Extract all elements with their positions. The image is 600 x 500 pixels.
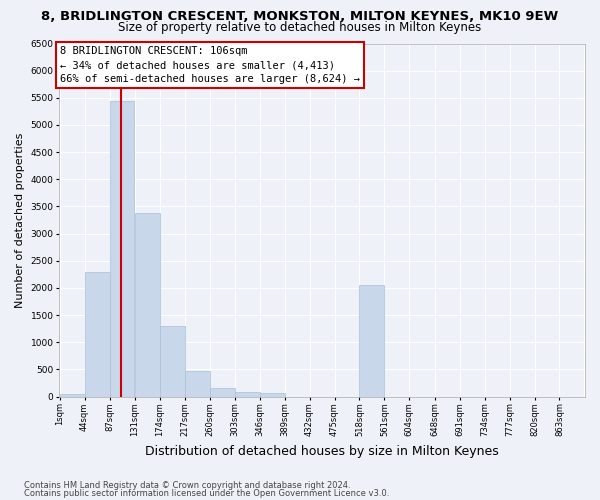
- Bar: [110, 100, 134, 397]
- Bar: [210, 388, 235, 396]
- X-axis label: Distribution of detached houses by size in Milton Keynes: Distribution of detached houses by size …: [145, 444, 499, 458]
- Bar: [260, 394, 284, 396]
- Bar: [185, 370, 210, 396]
- Bar: [160, 326, 185, 396]
- Bar: [235, 392, 260, 396]
- Text: Contains public sector information licensed under the Open Government Licence v3: Contains public sector information licen…: [24, 488, 389, 498]
- Bar: [135, 213, 160, 396]
- Y-axis label: Number of detached properties: Number of detached properties: [15, 132, 25, 308]
- Bar: [359, 285, 385, 397]
- Bar: [59, 394, 85, 396]
- Text: 8 BRIDLINGTON CRESCENT: 106sqm
← 34% of detached houses are smaller (4,413)
66% : 8 BRIDLINGTON CRESCENT: 106sqm ← 34% of …: [60, 46, 360, 84]
- Text: Contains HM Land Registry data © Crown copyright and database right 2024.: Contains HM Land Registry data © Crown c…: [24, 481, 350, 490]
- Bar: [85, 272, 110, 396]
- Text: Size of property relative to detached houses in Milton Keynes: Size of property relative to detached ho…: [118, 21, 482, 34]
- Text: 8, BRIDLINGTON CRESCENT, MONKSTON, MILTON KEYNES, MK10 9EW: 8, BRIDLINGTON CRESCENT, MONKSTON, MILTO…: [41, 10, 559, 23]
